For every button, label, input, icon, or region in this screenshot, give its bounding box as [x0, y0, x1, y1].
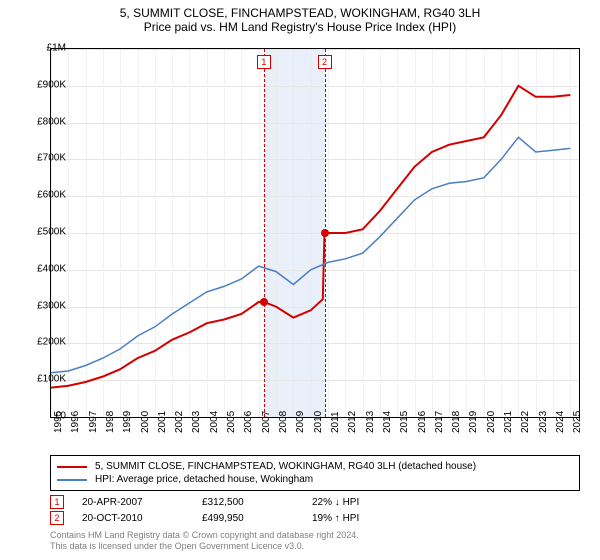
x-axis-label: 2014 — [382, 411, 393, 433]
x-axis-label: 1998 — [105, 411, 116, 433]
series-hpi — [51, 137, 570, 372]
x-axis-label: 2021 — [503, 411, 514, 433]
legend-row-1: 5, SUMMIT CLOSE, FINCHAMPSTEAD, WOKINGHA… — [57, 460, 573, 473]
sales-table: 1 20-APR-2007£312,50022% ↓ HPI 2 20-OCT-201… — [50, 494, 580, 526]
x-axis-label: 2020 — [486, 411, 497, 433]
y-axis-label: £700K — [37, 153, 66, 164]
sale-row: 1 20-APR-2007£312,50022% ↓ HPI — [50, 494, 580, 510]
legend: 5, SUMMIT CLOSE, FINCHAMPSTEAD, WOKINGHA… — [50, 455, 580, 491]
x-axis-label: 1996 — [70, 411, 81, 433]
x-axis-label: 2010 — [313, 411, 324, 433]
y-axis-label: £300K — [37, 300, 66, 311]
event-dot-2 — [321, 229, 329, 237]
legend-swatch-2 — [57, 479, 87, 481]
x-axis-label: 2023 — [538, 411, 549, 433]
sale-date: 20-APR-2007 — [82, 497, 202, 508]
x-axis-label: 2001 — [157, 411, 168, 433]
y-axis-label: £1M — [47, 43, 66, 54]
chart-svg — [51, 49, 579, 417]
x-axis-label: 2019 — [468, 411, 479, 433]
sale-hpi: 22% ↓ HPI — [312, 497, 412, 508]
chart-title: 5, SUMMIT CLOSE, FINCHAMPSTEAD, WOKINGHA… — [0, 0, 600, 34]
x-axis-label: 1995 — [53, 411, 64, 433]
sale-price: £312,500 — [202, 497, 312, 508]
legend-swatch-1 — [57, 466, 87, 468]
x-axis-label: 2009 — [295, 411, 306, 433]
x-axis-label: 2007 — [261, 411, 272, 433]
sale-marker: 2 — [50, 511, 64, 525]
x-axis-label: 2012 — [347, 411, 358, 433]
footer-text: Contains HM Land Registry data © Crown c… — [50, 530, 359, 552]
x-axis-label: 2002 — [174, 411, 185, 433]
x-axis-label: 2018 — [451, 411, 462, 433]
title-line1: 5, SUMMIT CLOSE, FINCHAMPSTEAD, WOKINGHA… — [0, 6, 600, 20]
sale-hpi: 19% ↑ HPI — [312, 513, 412, 524]
sale-date: 20-OCT-2010 — [82, 513, 202, 524]
footer-line1: Contains HM Land Registry data © Crown c… — [50, 530, 359, 541]
x-axis-label: 1999 — [122, 411, 133, 433]
event-dot-1 — [260, 298, 268, 306]
x-axis-label: 1997 — [88, 411, 99, 433]
y-axis-label: £400K — [37, 263, 66, 274]
x-axis-label: 2011 — [330, 411, 341, 433]
x-axis-label: 2008 — [278, 411, 289, 433]
y-axis-label: £900K — [37, 79, 66, 90]
footer-line2: This data is licensed under the Open Gov… — [50, 541, 359, 552]
legend-label-1: 5, SUMMIT CLOSE, FINCHAMPSTEAD, WOKINGHA… — [95, 461, 476, 472]
x-axis-label: 2015 — [399, 411, 410, 433]
x-axis-label: 2013 — [365, 411, 376, 433]
x-axis-label: 2003 — [191, 411, 202, 433]
y-axis-label: £100K — [37, 374, 66, 385]
x-axis-label: 2005 — [226, 411, 237, 433]
x-axis-label: 2024 — [555, 411, 566, 433]
x-axis-label: 2017 — [434, 411, 445, 433]
y-axis-label: £600K — [37, 190, 66, 201]
y-axis-label: £500K — [37, 227, 66, 238]
sale-row: 2 20-OCT-2010£499,95019% ↑ HPI — [50, 510, 580, 526]
sale-marker: 1 — [50, 495, 64, 509]
x-axis-label: 2006 — [243, 411, 254, 433]
x-axis-label: 2000 — [140, 411, 151, 433]
legend-label-2: HPI: Average price, detached house, Woki… — [95, 474, 313, 485]
x-axis-label: 2016 — [417, 411, 428, 433]
x-axis-label: 2004 — [209, 411, 220, 433]
chart-plot-area: 12 — [50, 48, 580, 418]
sale-price: £499,950 — [202, 513, 312, 524]
event-marker-1: 1 — [257, 55, 271, 69]
y-axis-label: £200K — [37, 337, 66, 348]
x-axis-label: 2025 — [572, 411, 583, 433]
event-marker-2: 2 — [318, 55, 332, 69]
legend-row-2: HPI: Average price, detached house, Woki… — [57, 473, 573, 486]
x-axis-label: 2022 — [520, 411, 531, 433]
y-axis-label: £800K — [37, 116, 66, 127]
title-line2: Price paid vs. HM Land Registry's House … — [0, 20, 600, 34]
